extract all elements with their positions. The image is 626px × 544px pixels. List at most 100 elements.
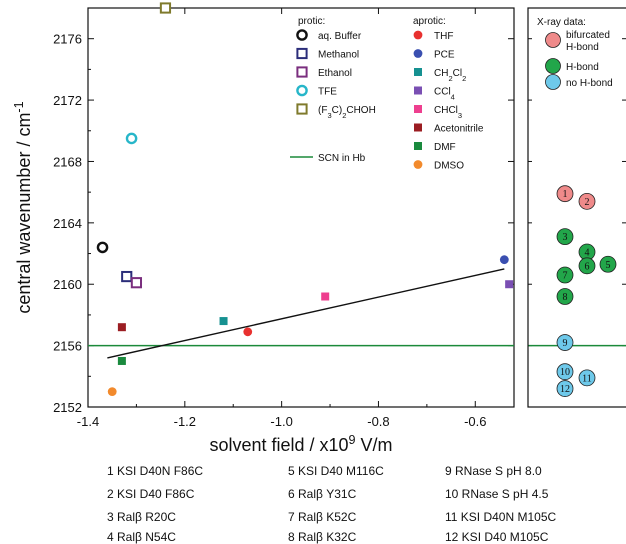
x-tick-label: -1.2 xyxy=(174,414,196,429)
key-item-4: 4 Ralβ N54C xyxy=(107,530,176,544)
legend-label-tfe: TFE xyxy=(318,87,337,98)
legend-label-thf: THF xyxy=(434,31,453,42)
xray-legend-label-bifurcated-h-bond: bifurcated xyxy=(566,30,610,41)
legend-label-ccl4: CCl4 xyxy=(434,87,455,102)
xray-point-label-5: 5 xyxy=(606,260,611,271)
legend-protic-header: protic: xyxy=(298,16,325,27)
y-tick-label: 2152 xyxy=(53,400,82,415)
xray-legend-marker-no-h-bond xyxy=(545,74,561,90)
xray-point-10 xyxy=(556,363,574,381)
xray-point-label-6: 6 xyxy=(585,261,590,272)
point-dmf xyxy=(117,356,126,365)
legend-label--f3c-2choh: (F3C)2CHOH xyxy=(318,105,376,120)
legend-label-chcl3: CHCl3 xyxy=(434,105,462,120)
main-plot: -1.4 -1.2 -1.0 -0.8 -0.6 2152 2 1 5 6 2160 2164 216… xyxy=(12,2,626,455)
key-item-3: 3 Ralβ R20C xyxy=(107,510,176,524)
xray-legend-label-bifurcated-h-bond-2: H-bond xyxy=(566,42,599,53)
xray-point-3 xyxy=(556,228,574,246)
xray-point-label-2: 2 xyxy=(585,197,590,208)
point-methanol xyxy=(121,270,133,283)
xray-legend-label-h-bond: H-bond xyxy=(566,62,599,73)
key-item-5: 5 KSI D40 M116C xyxy=(288,464,384,478)
xray-point-label-12: 12 xyxy=(560,384,570,395)
x-tick-label: -1.0 xyxy=(270,414,292,429)
point-thf xyxy=(243,327,253,337)
legend-label-acetonitrile: Acetonitrile xyxy=(434,124,484,135)
xray-point-label-3: 3 xyxy=(563,232,568,243)
key-item-6: 6 Ralβ Y31C xyxy=(288,487,357,501)
xray-point-label-8: 8 xyxy=(563,292,568,303)
y-tick-label: 2160 xyxy=(53,277,82,292)
xray-point-8 xyxy=(556,288,574,305)
point-tfe xyxy=(125,132,138,145)
legend-label-pce: PCE xyxy=(434,50,455,61)
xray-point-6 xyxy=(578,257,596,275)
y-tick-label: 2176 xyxy=(53,32,82,47)
xray-legend-title: X-ray data: xyxy=(537,17,586,28)
key-item-9: 9 RNase S pH 8.0 xyxy=(445,464,542,478)
xray-point-2 xyxy=(578,192,596,210)
point-aq-buffer xyxy=(96,241,109,254)
legend-label-ethanol: Ethanol xyxy=(318,68,352,79)
xray-point-12 xyxy=(556,380,574,397)
xray-point-label-1: 1 xyxy=(563,189,568,200)
point-acetonitrile xyxy=(117,323,126,332)
legend-label-aq-buffer: aq. Buffer xyxy=(318,31,362,42)
xray-legend-label-no-h-bond: no H-bond xyxy=(566,78,613,89)
legend-label-methanol: Methanol xyxy=(318,50,359,61)
key-item-12: 12 KSI D40 M105C xyxy=(445,530,549,544)
point-dmso xyxy=(107,387,117,397)
point-ethanol xyxy=(130,277,143,289)
x-tick-label: -1.4 xyxy=(77,414,99,429)
point--f3c-2choh xyxy=(159,2,172,14)
y-tick-label: 2164 xyxy=(53,216,82,231)
legend-marker-chcl3 xyxy=(414,105,422,113)
point-chcl3 xyxy=(321,292,330,301)
legend-marker-pce xyxy=(413,49,423,58)
y-tick-label: 2172 xyxy=(53,93,82,108)
fit-line xyxy=(107,268,505,359)
xray-point-label-7: 7 xyxy=(563,271,568,282)
linear-fit-line xyxy=(107,268,505,359)
main-plot-frame xyxy=(87,7,515,408)
legend-aprotic-header: aprotic: xyxy=(413,16,446,27)
point-ch2cl2 xyxy=(219,317,228,326)
key-item-11: 11 KSI D40N M105C xyxy=(445,510,557,524)
key-item-8: 8 Ralβ K32C xyxy=(288,530,357,544)
legend-marker-ch2cl2 xyxy=(414,68,422,76)
xray-point-label-11: 11 xyxy=(582,373,592,384)
legend-marker-ccl4 xyxy=(414,86,422,95)
legend-marker-ethanol xyxy=(296,66,308,78)
legend-label-reference-line: SCN in Hb xyxy=(318,153,366,164)
legend-marker-dmf xyxy=(414,142,422,150)
y-axis-label: central wavenumber / cm-1 xyxy=(12,101,34,313)
point-pce xyxy=(499,255,509,265)
legend-marker-dmso xyxy=(413,160,423,169)
x-tick-label: -0.8 xyxy=(367,414,389,429)
legend-label-dmso: DMSO xyxy=(434,161,464,172)
y-tick-label: 2168 xyxy=(53,154,82,169)
xray-point-1 xyxy=(556,185,574,203)
legend-marker-acetonitrile xyxy=(414,123,422,132)
key-item-2: 2 KSI D40 F86C xyxy=(107,487,195,501)
xray-point-label-4: 4 xyxy=(585,248,590,259)
xray-panel-frame xyxy=(527,7,626,408)
xray-point-5 xyxy=(599,255,617,273)
point-ccl4 xyxy=(505,280,514,289)
key-item-1: 1 KSI D40N F86C xyxy=(107,464,204,478)
xray-point-11 xyxy=(578,369,596,387)
x-axis-label: solvent field / x109 V/m xyxy=(209,433,392,455)
key-item-10: 10 RNase S pH 4.5 xyxy=(445,487,549,501)
key-item-7: 7 Ralβ K52C xyxy=(288,510,357,524)
legend-marker-tfe xyxy=(296,84,308,97)
legend-marker-aq-buffer xyxy=(296,29,308,41)
x-axis: -1.4 -1.2 -1.0 -0.8 -0.6 xyxy=(77,8,486,429)
xray-legend-marker-bifurcated-h-bond xyxy=(545,32,561,48)
x-tick-label: -0.6 xyxy=(464,414,486,429)
legend-marker-methanol xyxy=(296,47,308,60)
xray-point-9 xyxy=(556,334,574,351)
legend-label-ch2cl2: CH2Cl2 xyxy=(434,68,466,83)
xray-legend-marker-h-bond xyxy=(545,58,561,74)
